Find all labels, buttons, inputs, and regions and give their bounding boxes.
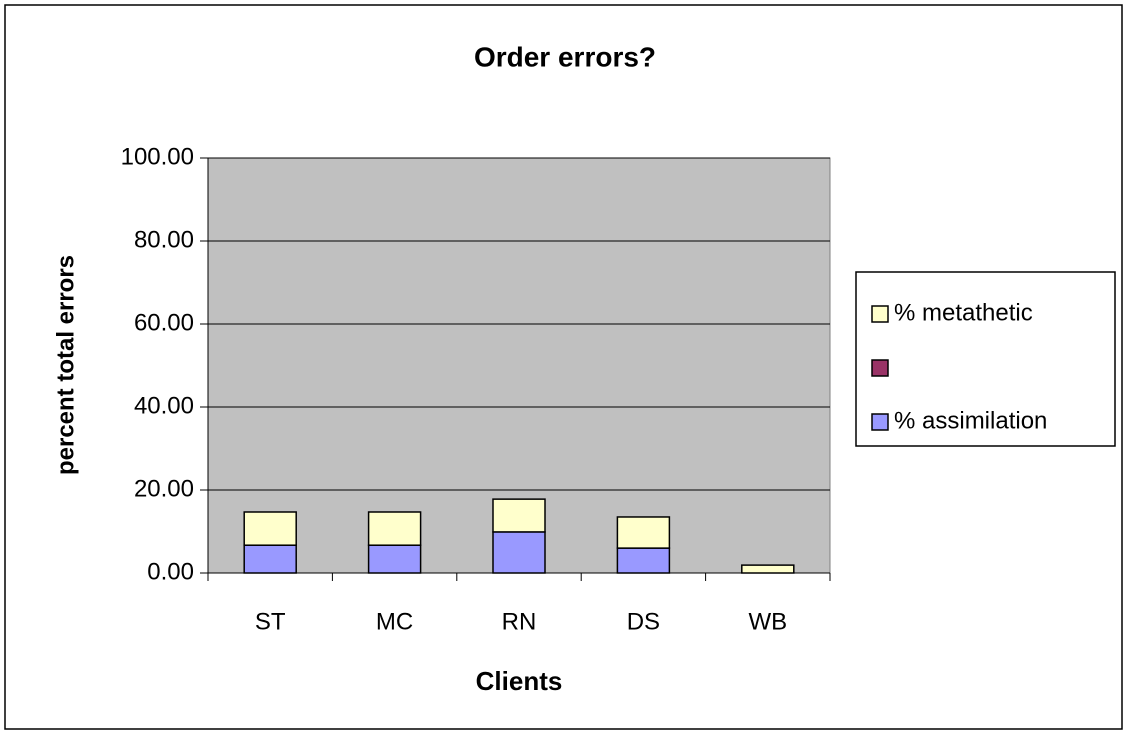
legend-label: % assimilation [894, 407, 1047, 434]
x-axis-label: Clients [476, 666, 563, 696]
x-tick-label: DS [627, 608, 660, 635]
bar-segment [492, 531, 546, 574]
x-tick-label: ST [255, 608, 286, 635]
bar-segment [492, 498, 546, 533]
x-tick-label: RN [502, 608, 537, 635]
bar-segment [367, 511, 422, 546]
bar-segment [741, 564, 795, 574]
y-tick-label: 60.00 [134, 309, 194, 336]
legend-label: % metathetic [894, 299, 1033, 326]
y-tick-label: 80.00 [134, 226, 194, 253]
chart-title: Order errors? [474, 41, 656, 72]
y-tick-label: 0.00 [147, 558, 194, 585]
legend-swatch [871, 359, 889, 377]
x-tick-label: WB [748, 608, 787, 635]
bar-segment [243, 511, 297, 546]
y-tick-label: 20.00 [134, 475, 194, 502]
y-axis-label: percent total errors [52, 255, 79, 475]
bar-segment [243, 544, 297, 574]
y-tick-label: 40.00 [134, 392, 194, 419]
bar-segment [616, 516, 671, 549]
x-tick-label: MC [376, 608, 413, 635]
legend-swatch [871, 413, 889, 431]
bar-segment [367, 544, 422, 574]
y-tick-label: 100.00 [121, 143, 194, 170]
legend-box [855, 271, 1116, 447]
legend-swatch [871, 305, 889, 323]
bar-segment [616, 547, 671, 574]
